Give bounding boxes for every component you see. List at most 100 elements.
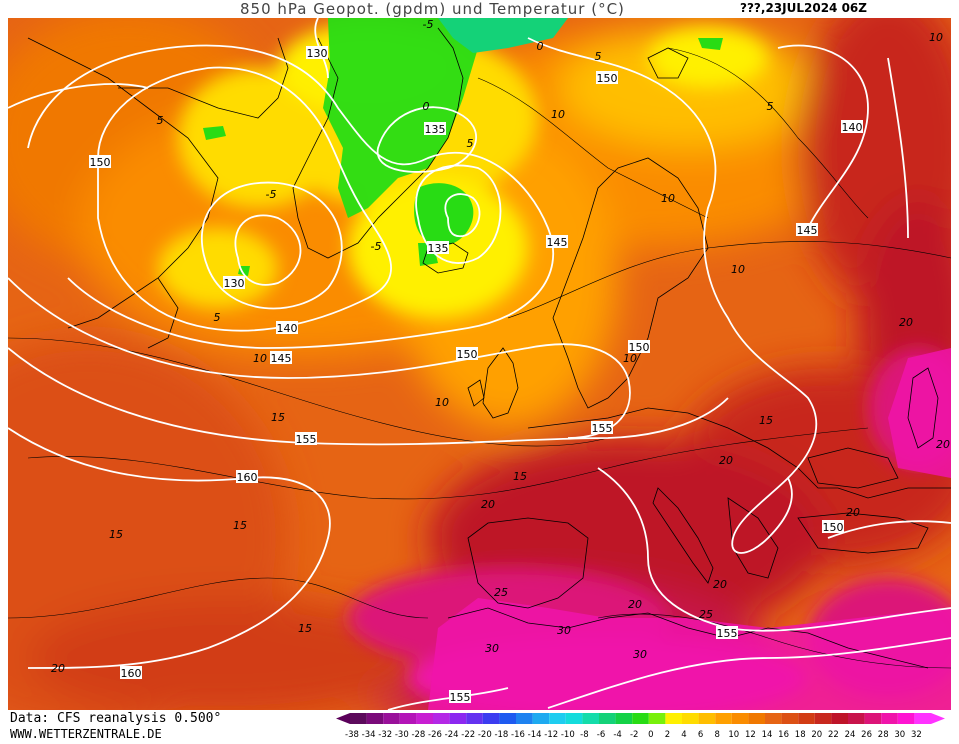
geopot-label: 140 <box>277 322 298 335</box>
legend-tick-label: -20 <box>478 730 492 740</box>
temp-label: 20 <box>936 438 950 451</box>
legend-swatch <box>499 713 516 724</box>
geopot-label: 150 <box>597 72 618 85</box>
data-source: Data: CFS reanalysis 0.500° <box>10 711 222 726</box>
temp-label: 30 <box>633 648 647 661</box>
weather-map: 130 150 140 135 145 130 140 145 150 135 … <box>8 18 951 710</box>
temp-label: 25 <box>494 586 508 599</box>
legend-swatch <box>350 713 367 724</box>
legend-swatch <box>765 713 782 724</box>
legend-tick-label: 18 <box>795 730 806 740</box>
legend-tick-label: 28 <box>878 730 889 740</box>
legend-tick-label: 26 <box>861 730 872 740</box>
legend-swatch <box>466 713 483 724</box>
temp-label: 10 <box>929 31 943 44</box>
temp-label: 5 <box>157 114 164 127</box>
geopot-label: 155 <box>717 627 738 640</box>
legend-tick-label: -4 <box>613 730 621 740</box>
geopotential-labels: 130 150 140 135 145 130 140 145 150 135 … <box>89 46 863 704</box>
legend-swatch <box>433 713 450 724</box>
legend-swatch <box>648 713 666 724</box>
legend-tick-label: -28 <box>411 730 425 740</box>
geopot-label: 160 <box>237 471 258 484</box>
geopot-label: 150 <box>457 348 478 361</box>
temp-label: 15 <box>759 414 773 427</box>
legend-tick-label: 12 <box>745 730 756 740</box>
legend-tick-label: -24 <box>445 730 459 740</box>
temp-label: 10 <box>253 352 267 365</box>
legend-tick-label: 10 <box>728 730 739 740</box>
legend-tick-label: -12 <box>544 730 558 740</box>
legend-swatch <box>399 713 417 724</box>
geopot-label: 145 <box>547 236 568 249</box>
geopot-label: 140 <box>842 121 863 134</box>
legend-swatch <box>416 713 433 724</box>
geopot-label: 155 <box>450 691 471 704</box>
legend-tick-label: 32 <box>911 730 922 740</box>
legend-swatch <box>383 713 400 724</box>
geopot-label: 160 <box>121 667 142 680</box>
map-title: 850 hPa Geopot. (gpdm) und Temperatur (°… <box>240 0 625 18</box>
website-credit: WWW.WETTERZENTRALE.DE <box>10 727 162 741</box>
temp-label: 5 <box>767 100 774 113</box>
isotherms <box>8 47 951 669</box>
temp-label: 5 <box>467 137 474 150</box>
geopot-label: 130 <box>224 277 245 290</box>
legend-swatch <box>881 713 898 724</box>
temp-label: 10 <box>551 108 565 121</box>
legend-tick-label: -32 <box>378 730 392 740</box>
legend-tick-label: -34 <box>362 730 376 740</box>
legend-swatch <box>698 713 716 724</box>
temp-label: -5 <box>371 240 382 253</box>
temp-label: -5 <box>266 188 277 201</box>
geopot-label: 130 <box>307 47 328 60</box>
legend-swatch <box>814 713 832 724</box>
temp-label: -5 <box>423 18 434 31</box>
legend-swatch <box>798 713 815 724</box>
legend-swatch <box>632 713 649 724</box>
legend-tick-label: 0 <box>648 730 653 740</box>
legend-swatch <box>715 713 732 724</box>
legend-swatch <box>665 713 682 724</box>
temp-label: 20 <box>719 454 733 467</box>
legend-swatch <box>831 713 848 724</box>
temperature-labels: -5 0 0 5 5 5 -5 -5 5 10 10 10 10 5 10 10… <box>51 18 950 675</box>
geopot-label: 145 <box>271 352 292 365</box>
legend-tick-label: 4 <box>681 730 686 740</box>
geopot-label: 150 <box>823 521 844 534</box>
temp-label: 15 <box>109 528 123 541</box>
legend-tick-label: -8 <box>580 730 588 740</box>
legend-tick-label: 8 <box>714 730 719 740</box>
temp-label: 15 <box>513 470 527 483</box>
temperature-field <box>8 18 951 710</box>
legend-tick-label: -18 <box>494 730 508 740</box>
legend-swatch <box>565 713 583 724</box>
geopot-label: 150 <box>629 341 650 354</box>
legend-swatch <box>449 713 467 724</box>
geopot-label: 150 <box>90 156 111 169</box>
legend-swatch <box>599 713 616 724</box>
geopot-label: 135 <box>425 123 446 136</box>
temp-label: 30 <box>557 624 571 637</box>
legend-swatch <box>582 713 599 724</box>
legend-tick-label: -22 <box>461 730 475 740</box>
legend-tick-label: -30 <box>395 730 409 740</box>
valid-time: ???,23JUL2024 06Z <box>740 1 867 15</box>
temp-label: 10 <box>661 192 675 205</box>
temp-label: 25 <box>699 608 713 621</box>
legend-max-arrow <box>931 713 945 724</box>
legend-tick-label: 20 <box>811 730 822 740</box>
legend-swatch <box>748 713 765 724</box>
temp-label: 5 <box>214 311 221 324</box>
legend-tick-label: -14 <box>528 730 542 740</box>
legend-swatch <box>482 713 500 724</box>
geopot-label: 155 <box>592 422 613 435</box>
legend-tick-label: 2 <box>665 730 670 740</box>
geopot-label: 135 <box>428 242 449 255</box>
legend-tick-label: -10 <box>561 730 575 740</box>
legend-swatch <box>864 713 882 724</box>
temp-label: 20 <box>628 598 642 611</box>
temp-label: 0 <box>537 40 544 53</box>
temp-label: 20 <box>846 506 860 519</box>
legend-swatch <box>532 713 550 724</box>
